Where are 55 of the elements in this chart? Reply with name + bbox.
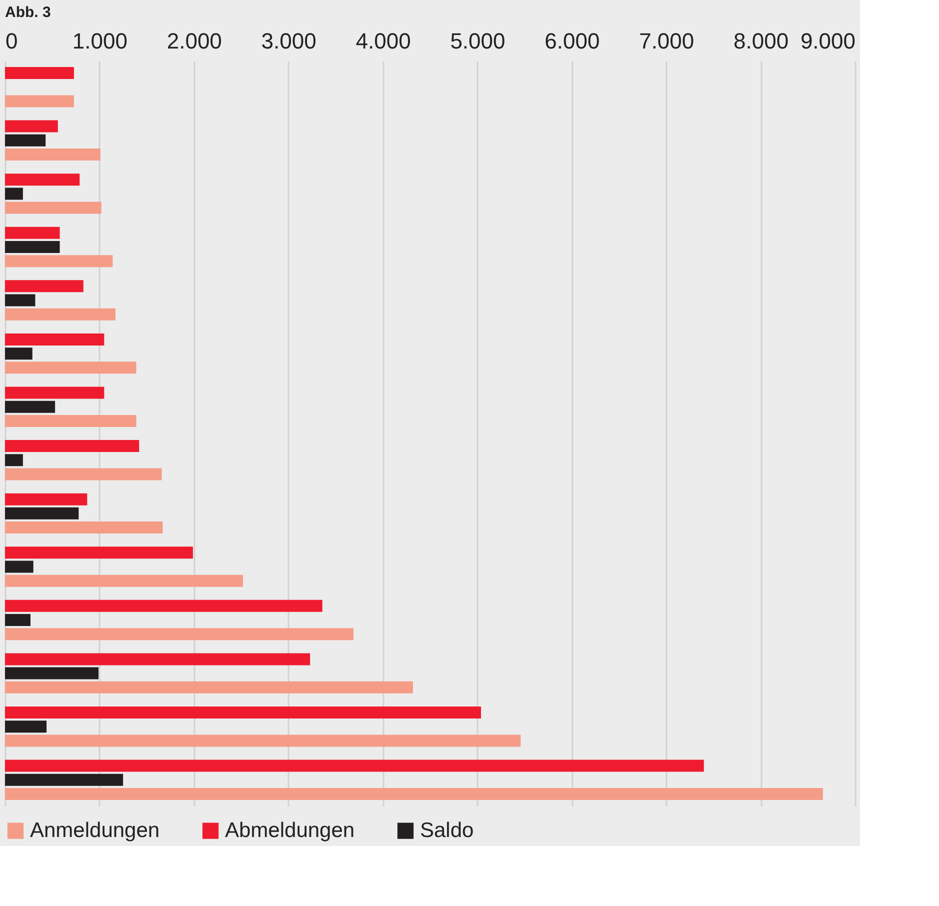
bar xyxy=(5,226,60,239)
bar xyxy=(5,255,113,268)
bar xyxy=(5,788,823,800)
bar xyxy=(5,681,413,694)
x-tick-label: 7.000 xyxy=(639,28,694,54)
bar xyxy=(5,454,23,466)
x-tick-label: 9.000 xyxy=(800,28,856,54)
bar xyxy=(5,188,23,200)
x-tick-label: 4.000 xyxy=(356,28,411,54)
bar xyxy=(5,414,136,427)
bar xyxy=(5,706,481,719)
bar xyxy=(5,493,88,506)
bar xyxy=(5,294,36,306)
x-tick-label: 1.000 xyxy=(72,28,128,54)
bar xyxy=(5,148,100,160)
bar xyxy=(5,653,310,666)
bar xyxy=(5,614,30,626)
bar xyxy=(5,174,80,186)
bar xyxy=(5,134,46,146)
x-tick-label: 2.000 xyxy=(166,28,222,54)
chart-title: Abb. 3 xyxy=(5,4,51,21)
bar xyxy=(5,720,47,733)
bar xyxy=(5,774,124,786)
legend-label: Abmeldungen xyxy=(225,818,355,842)
x-tick-label: 6.000 xyxy=(544,28,600,54)
x-tick-label: 8.000 xyxy=(734,28,789,54)
bar xyxy=(5,308,116,320)
bar xyxy=(5,628,354,640)
bar xyxy=(5,560,34,573)
bar xyxy=(5,400,56,413)
x-tick-label: 0 xyxy=(6,28,18,54)
bar xyxy=(5,348,32,360)
bar xyxy=(5,95,74,108)
x-tick-label: 5.000 xyxy=(450,28,506,54)
bar xyxy=(5,120,58,132)
bar xyxy=(5,202,102,214)
bar xyxy=(5,386,104,399)
bar xyxy=(5,507,79,520)
bar xyxy=(5,240,60,253)
bar xyxy=(5,280,84,292)
bar xyxy=(5,67,74,80)
bar xyxy=(5,667,98,680)
bar xyxy=(5,468,162,480)
bar xyxy=(5,760,704,772)
bar xyxy=(5,522,163,534)
bar xyxy=(5,734,521,747)
bar xyxy=(5,546,193,559)
bar xyxy=(5,574,243,587)
bar xyxy=(5,440,140,452)
bar xyxy=(5,333,104,346)
bar xyxy=(5,600,322,612)
legend-label: Anmeldungen xyxy=(30,818,160,842)
x-tick-label: 3.000 xyxy=(261,28,316,54)
legend-label: Saldo xyxy=(420,818,474,842)
bar xyxy=(5,362,136,374)
